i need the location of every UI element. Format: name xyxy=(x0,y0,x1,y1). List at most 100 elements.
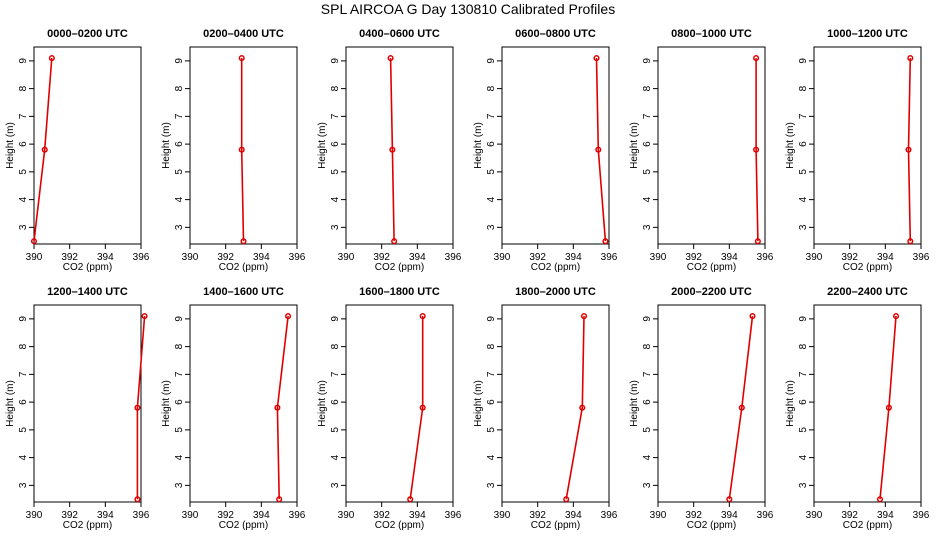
x-axis-label: CO2 (ppm) xyxy=(531,520,580,531)
y-tick-label: 8 xyxy=(642,343,653,349)
data-point xyxy=(753,146,760,153)
y-tick-label: 3 xyxy=(642,224,653,230)
data-point xyxy=(274,404,281,411)
x-tick-label: 392 xyxy=(841,252,858,263)
y-tick-label: 7 xyxy=(642,113,653,119)
data-point xyxy=(905,146,912,153)
plot-frame xyxy=(33,46,142,245)
x-tick-label: 394 xyxy=(409,510,426,521)
y-tick-label: 6 xyxy=(330,141,341,147)
data-point xyxy=(30,238,38,245)
x-axis-label: CO2 (ppm) xyxy=(687,520,736,531)
panel-title: 1000–1200 UTC xyxy=(827,28,908,40)
panel: 1800–2000 UTC 390 392 394 396 3 4 5 6 7 8 9 CO2 (ppm… xyxy=(473,286,618,531)
y-tick-label: 9 xyxy=(642,316,653,322)
x-tick-label: 390 xyxy=(338,510,355,521)
panel: 1400–1600 UTC 390 392 394 396 3 4 5 6 7 8 9 CO2 (ppm… xyxy=(161,286,306,531)
x-tick-label: 396 xyxy=(133,510,150,521)
series-line xyxy=(240,58,245,242)
plot-frame xyxy=(657,46,766,245)
y-axis-label: Height (m) xyxy=(317,380,328,427)
x-tick-label: 390 xyxy=(806,510,823,521)
data-point xyxy=(41,146,48,153)
y-tick-label: 8 xyxy=(174,343,185,349)
x-axis-label: CO2 (ppm) xyxy=(687,262,736,273)
x-axis-label: CO2 (ppm) xyxy=(375,520,424,531)
data-point xyxy=(579,404,586,411)
y-tick-label: 9 xyxy=(18,58,29,64)
data-point xyxy=(892,313,900,320)
y-axis-label: Height (m) xyxy=(473,122,484,169)
y-tick-label: 4 xyxy=(798,196,809,202)
y-tick-label: 9 xyxy=(642,58,653,64)
data-point xyxy=(276,496,283,503)
y-tick-label: 6 xyxy=(486,141,497,147)
y-tick-label: 5 xyxy=(798,169,809,175)
series-line xyxy=(879,316,897,500)
y-axis-label: Height (m) xyxy=(317,122,328,169)
y-tick-label: 7 xyxy=(174,113,185,119)
y-tick-label: 8 xyxy=(330,85,341,91)
data-point xyxy=(907,238,914,245)
y-tick-label: 7 xyxy=(18,113,29,119)
y-tick-label: 4 xyxy=(642,196,653,202)
main-title: SPL AIRCOA G Day 130810 Calibrated Profi… xyxy=(321,1,615,17)
y-tick-label: 7 xyxy=(18,371,29,377)
y-tick-label: 3 xyxy=(18,482,29,488)
x-tick-label: 392 xyxy=(217,510,234,521)
data-point xyxy=(238,146,245,153)
data-point xyxy=(48,55,55,62)
y-tick-label: 8 xyxy=(642,85,653,91)
data-point xyxy=(726,496,733,503)
y-tick-label: 7 xyxy=(330,113,341,119)
y-tick-label: 5 xyxy=(642,427,653,433)
x-tick-label: 396 xyxy=(133,252,150,263)
x-tick-label: 396 xyxy=(913,510,930,521)
y-tick-label: 5 xyxy=(798,427,809,433)
panel-title: 0800–1000 UTC xyxy=(671,28,752,40)
plot-frame xyxy=(189,304,298,503)
x-tick-label: 390 xyxy=(650,252,667,263)
x-tick-label: 390 xyxy=(338,252,355,263)
x-tick-label: 392 xyxy=(373,510,390,521)
y-axis-label: Height (m) xyxy=(473,380,484,427)
x-tick-label: 394 xyxy=(721,252,738,263)
y-tick-label: 4 xyxy=(486,196,497,202)
y-axis-label: Height (m) xyxy=(785,380,796,427)
data-point xyxy=(876,496,884,503)
x-axis-label: CO2 (ppm) xyxy=(843,520,892,531)
y-tick-label: 3 xyxy=(18,224,29,230)
y-tick-label: 6 xyxy=(174,399,185,405)
y-tick-label: 7 xyxy=(798,371,809,377)
panel-title: 2200–2400 UTC xyxy=(827,286,908,298)
y-tick-label: 9 xyxy=(18,316,29,322)
series-line xyxy=(33,58,53,242)
x-tick-label: 390 xyxy=(650,510,667,521)
x-tick-label: 394 xyxy=(253,252,270,263)
plot-frame xyxy=(345,46,454,245)
x-tick-label: 390 xyxy=(806,252,823,263)
panel-title: 0400–0600 UTC xyxy=(359,28,440,40)
x-tick-label: 396 xyxy=(601,510,618,521)
panel-title: 0000–0200 UTC xyxy=(47,28,128,40)
data-point xyxy=(238,55,245,62)
data-point xyxy=(389,146,396,153)
data-point xyxy=(563,496,570,503)
series-line xyxy=(276,316,289,500)
y-tick-label: 4 xyxy=(486,454,497,460)
x-tick-label: 394 xyxy=(253,510,270,521)
y-tick-label: 4 xyxy=(174,196,185,202)
x-tick-label: 392 xyxy=(529,510,546,521)
x-tick-label: 390 xyxy=(494,510,511,521)
y-tick-label: 9 xyxy=(486,58,497,64)
x-tick-label: 392 xyxy=(373,252,390,263)
y-tick-label: 7 xyxy=(798,113,809,119)
data-point xyxy=(595,146,602,153)
series-line xyxy=(409,316,424,500)
y-tick-label: 9 xyxy=(174,316,185,322)
data-point xyxy=(391,238,398,245)
y-tick-label: 4 xyxy=(174,454,185,460)
panel: 0800–1000 UTC 390 392 394 396 3 4 5 6 7 8 9 CO2 (ppm… xyxy=(629,28,774,273)
y-tick-label: 5 xyxy=(486,427,497,433)
y-tick-label: 7 xyxy=(642,371,653,377)
